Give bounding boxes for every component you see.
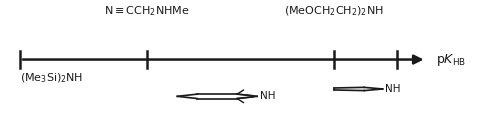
Text: p$\mathit{K}_{\rm HB}$: p$\mathit{K}_{\rm HB}$ xyxy=(436,52,467,68)
Text: NH: NH xyxy=(260,91,275,101)
Text: (Me$_3$Si)$_2$NH: (Me$_3$Si)$_2$NH xyxy=(20,72,83,85)
Text: N$\equiv$CCH$_2$NHMe: N$\equiv$CCH$_2$NHMe xyxy=(104,4,189,18)
Text: (MeOCH$_2$CH$_2$)$_2$NH: (MeOCH$_2$CH$_2$)$_2$NH xyxy=(285,4,384,18)
Text: NH: NH xyxy=(385,84,401,94)
